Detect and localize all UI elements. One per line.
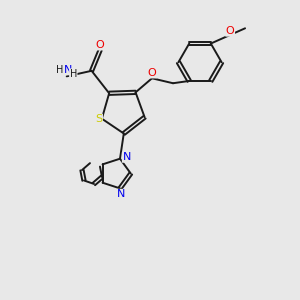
Text: H: H — [56, 65, 64, 75]
Text: O: O — [148, 68, 156, 78]
Text: O: O — [226, 26, 235, 36]
Text: N: N — [64, 65, 72, 75]
Text: H: H — [70, 69, 77, 79]
Text: N: N — [122, 152, 131, 162]
Text: O: O — [96, 40, 104, 50]
Text: N: N — [117, 189, 126, 200]
Text: S: S — [95, 114, 102, 124]
